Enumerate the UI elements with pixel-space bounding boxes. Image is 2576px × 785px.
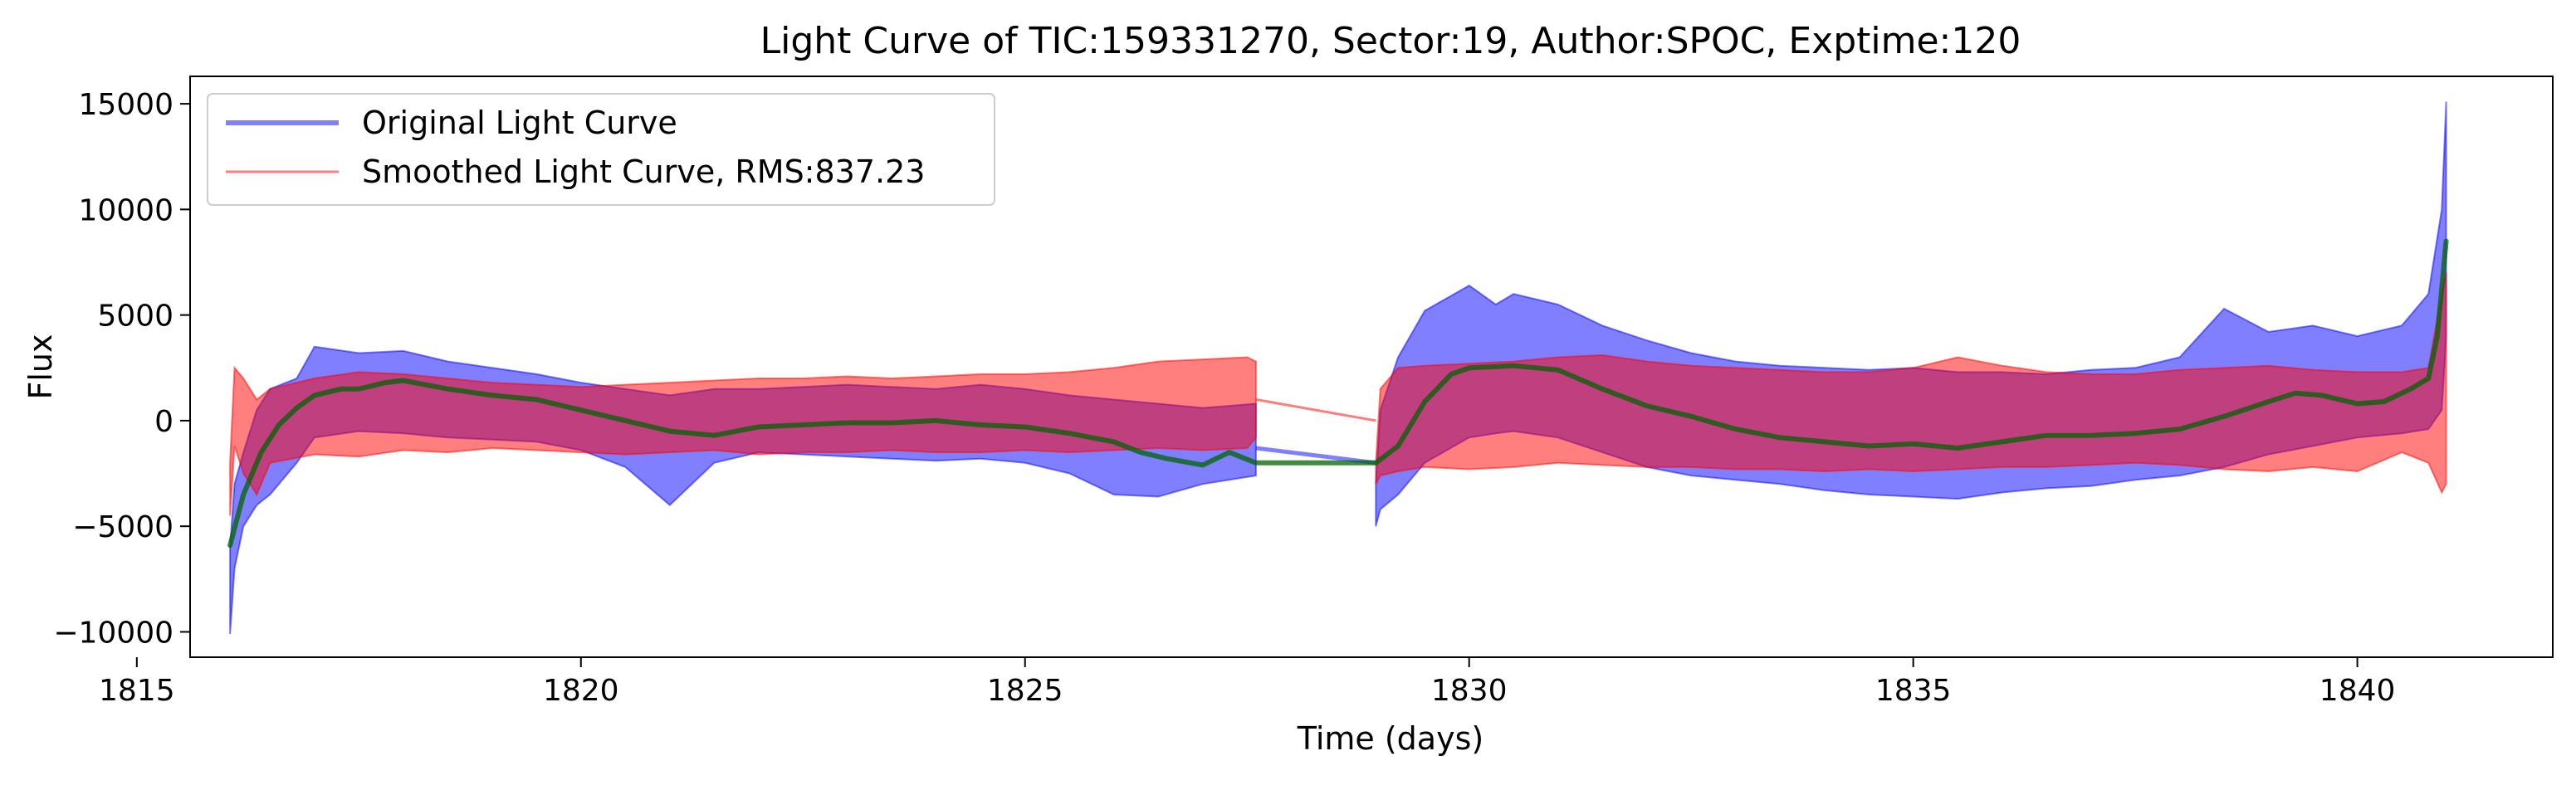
x-axis: 1815 1820 1825 1830 1835 1840 [99, 657, 2395, 708]
y-tick-label: 15000 [78, 88, 174, 122]
chart-title: Light Curve of TIC:159331270, Sector:19,… [760, 20, 2021, 62]
x-tick-label: 1820 [543, 674, 619, 708]
legend-box [207, 93, 995, 206]
legend-label-smoothed: Smoothed Light Curve, RMS:837.23 [362, 154, 925, 190]
x-tick-label: 1840 [2319, 674, 2396, 708]
x-axis-label: Time (days) [1297, 720, 1484, 757]
series-trend-line [227, 238, 2449, 549]
series-smoothed-band-2 [1375, 272, 2447, 495]
y-tick-label: 0 [154, 405, 174, 439]
y-tick-label: −5000 [72, 510, 174, 544]
x-tick-label: 1835 [1875, 674, 1952, 708]
x-tick-label: 1825 [987, 674, 1063, 708]
y-axis: −10000 −5000 0 5000 10000 15000 [53, 88, 190, 650]
y-tick-label: 10000 [78, 193, 174, 227]
series-smoothed-gap-line [1255, 398, 1376, 422]
x-tick-label: 1815 [99, 674, 175, 708]
series-layer [227, 101, 2449, 635]
y-tick-label: −10000 [53, 616, 174, 650]
axes-frame [189, 76, 2554, 658]
y-tick-label: 5000 [97, 300, 174, 334]
plot-area [227, 101, 2449, 635]
y-axis-label: Flux [22, 334, 59, 400]
x-tick-label: 1830 [1431, 674, 1508, 708]
legend: Original Light Curve Smoothed Light Curv… [207, 93, 995, 206]
legend-label-original: Original Light Curve [362, 105, 677, 141]
